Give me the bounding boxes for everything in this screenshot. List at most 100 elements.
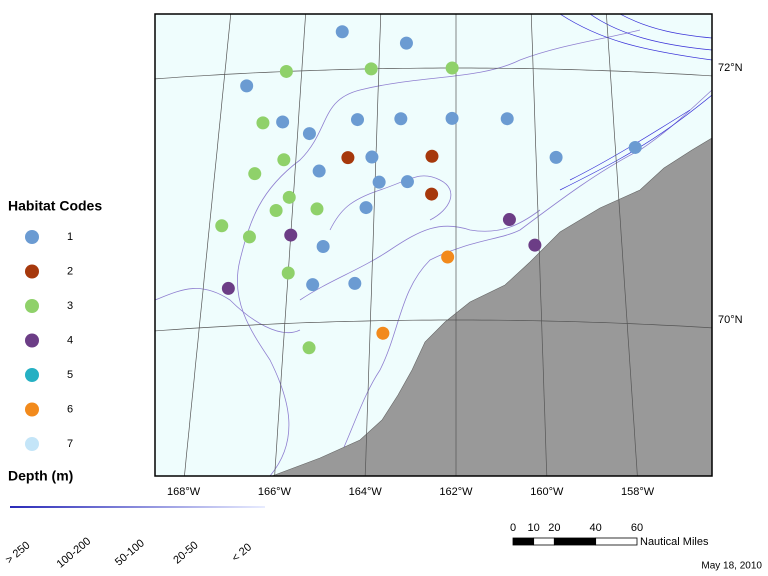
parallel-label: 72°N	[718, 62, 743, 74]
contour	[299, 209, 541, 301]
station	[549, 150, 563, 164]
scale-tick-label: 10	[528, 522, 540, 534]
station	[312, 164, 326, 178]
scale-tick-label: 60	[631, 522, 643, 534]
station	[528, 238, 542, 252]
legend-swatch	[25, 437, 39, 451]
scale-unit: Nautical Miles	[640, 536, 709, 548]
contour	[236, 29, 641, 476]
station	[400, 175, 414, 189]
contour	[589, 14, 712, 51]
depth-class-label: 20-50	[171, 539, 200, 566]
meridian-label: 162°W	[439, 486, 473, 498]
depth-class-label: > 250	[3, 539, 32, 566]
station	[277, 153, 291, 167]
legend-label: 2	[67, 265, 73, 277]
depth-class-label: 50-100	[113, 537, 147, 568]
station	[276, 115, 290, 129]
station	[269, 203, 283, 217]
meridian	[364, 14, 382, 476]
parallel-label: 70°N	[718, 314, 743, 326]
map-frame	[154, 13, 713, 477]
station	[335, 25, 349, 39]
meridian-label: 166°W	[258, 486, 292, 498]
station	[279, 64, 293, 78]
station	[365, 150, 379, 164]
meridian-label: 160°W	[530, 486, 564, 498]
legend-swatch	[25, 299, 39, 313]
contour	[619, 14, 712, 39]
depth-class-label: < 20	[230, 541, 254, 564]
meridian-label: 164°W	[349, 486, 383, 498]
station	[284, 228, 298, 242]
contour	[559, 94, 712, 191]
contour	[329, 175, 452, 231]
legend-title: Habitat Codes	[8, 198, 102, 214]
legend-label: 5	[67, 369, 73, 381]
scale-tick-label: 40	[590, 522, 602, 534]
station	[256, 116, 270, 130]
station	[306, 278, 320, 292]
depth-legend-title: Depth (m)	[8, 468, 73, 484]
parallel	[155, 319, 712, 332]
station	[425, 187, 439, 201]
land	[271, 137, 712, 476]
station	[502, 213, 516, 227]
station	[240, 79, 254, 93]
scale-segment	[512, 537, 535, 546]
station	[302, 341, 316, 355]
contour	[559, 14, 712, 61]
station	[441, 250, 455, 264]
station	[281, 266, 295, 280]
station	[302, 127, 316, 141]
legend-swatch	[25, 264, 39, 279]
station	[445, 61, 459, 75]
meridian-label: 158°W	[621, 486, 655, 498]
station	[242, 230, 256, 244]
meridian	[184, 14, 232, 476]
station	[628, 140, 642, 154]
depth-class-label: 100-200	[55, 535, 94, 570]
legend-label: 1	[67, 231, 73, 243]
meridian	[530, 14, 548, 476]
station	[364, 62, 378, 76]
scale-segment	[553, 537, 597, 546]
station	[376, 326, 390, 340]
station	[348, 276, 362, 290]
station	[310, 202, 324, 216]
station	[500, 112, 514, 126]
meridian	[606, 14, 638, 476]
scale-segment	[595, 537, 638, 546]
station	[359, 201, 373, 215]
legend-label: 4	[67, 334, 73, 346]
station	[221, 281, 235, 295]
station	[316, 240, 330, 254]
scale-tick-label: 0	[510, 522, 516, 534]
stations	[215, 25, 642, 355]
station	[215, 219, 229, 233]
station	[341, 151, 355, 165]
legend-swatch	[25, 402, 39, 417]
legend-swatch	[25, 368, 39, 382]
station	[350, 113, 364, 127]
depth-ramp	[10, 506, 265, 508]
station	[394, 112, 408, 126]
contour	[155, 288, 301, 334]
station	[248, 167, 262, 181]
legend-label: 7	[67, 438, 73, 450]
station	[445, 111, 459, 125]
station	[372, 175, 386, 189]
station	[399, 36, 413, 50]
map-layers	[155, 14, 712, 476]
meridian-label: 168°W	[167, 486, 201, 498]
legend-swatch	[25, 333, 39, 348]
legend-label: 3	[67, 300, 73, 312]
station	[282, 190, 296, 204]
legend-label: 6	[67, 403, 73, 415]
station	[425, 149, 439, 163]
date: May 18, 2010	[701, 561, 762, 572]
legend-swatch	[25, 230, 39, 244]
scale-segment	[533, 537, 555, 546]
parallel	[155, 67, 712, 80]
